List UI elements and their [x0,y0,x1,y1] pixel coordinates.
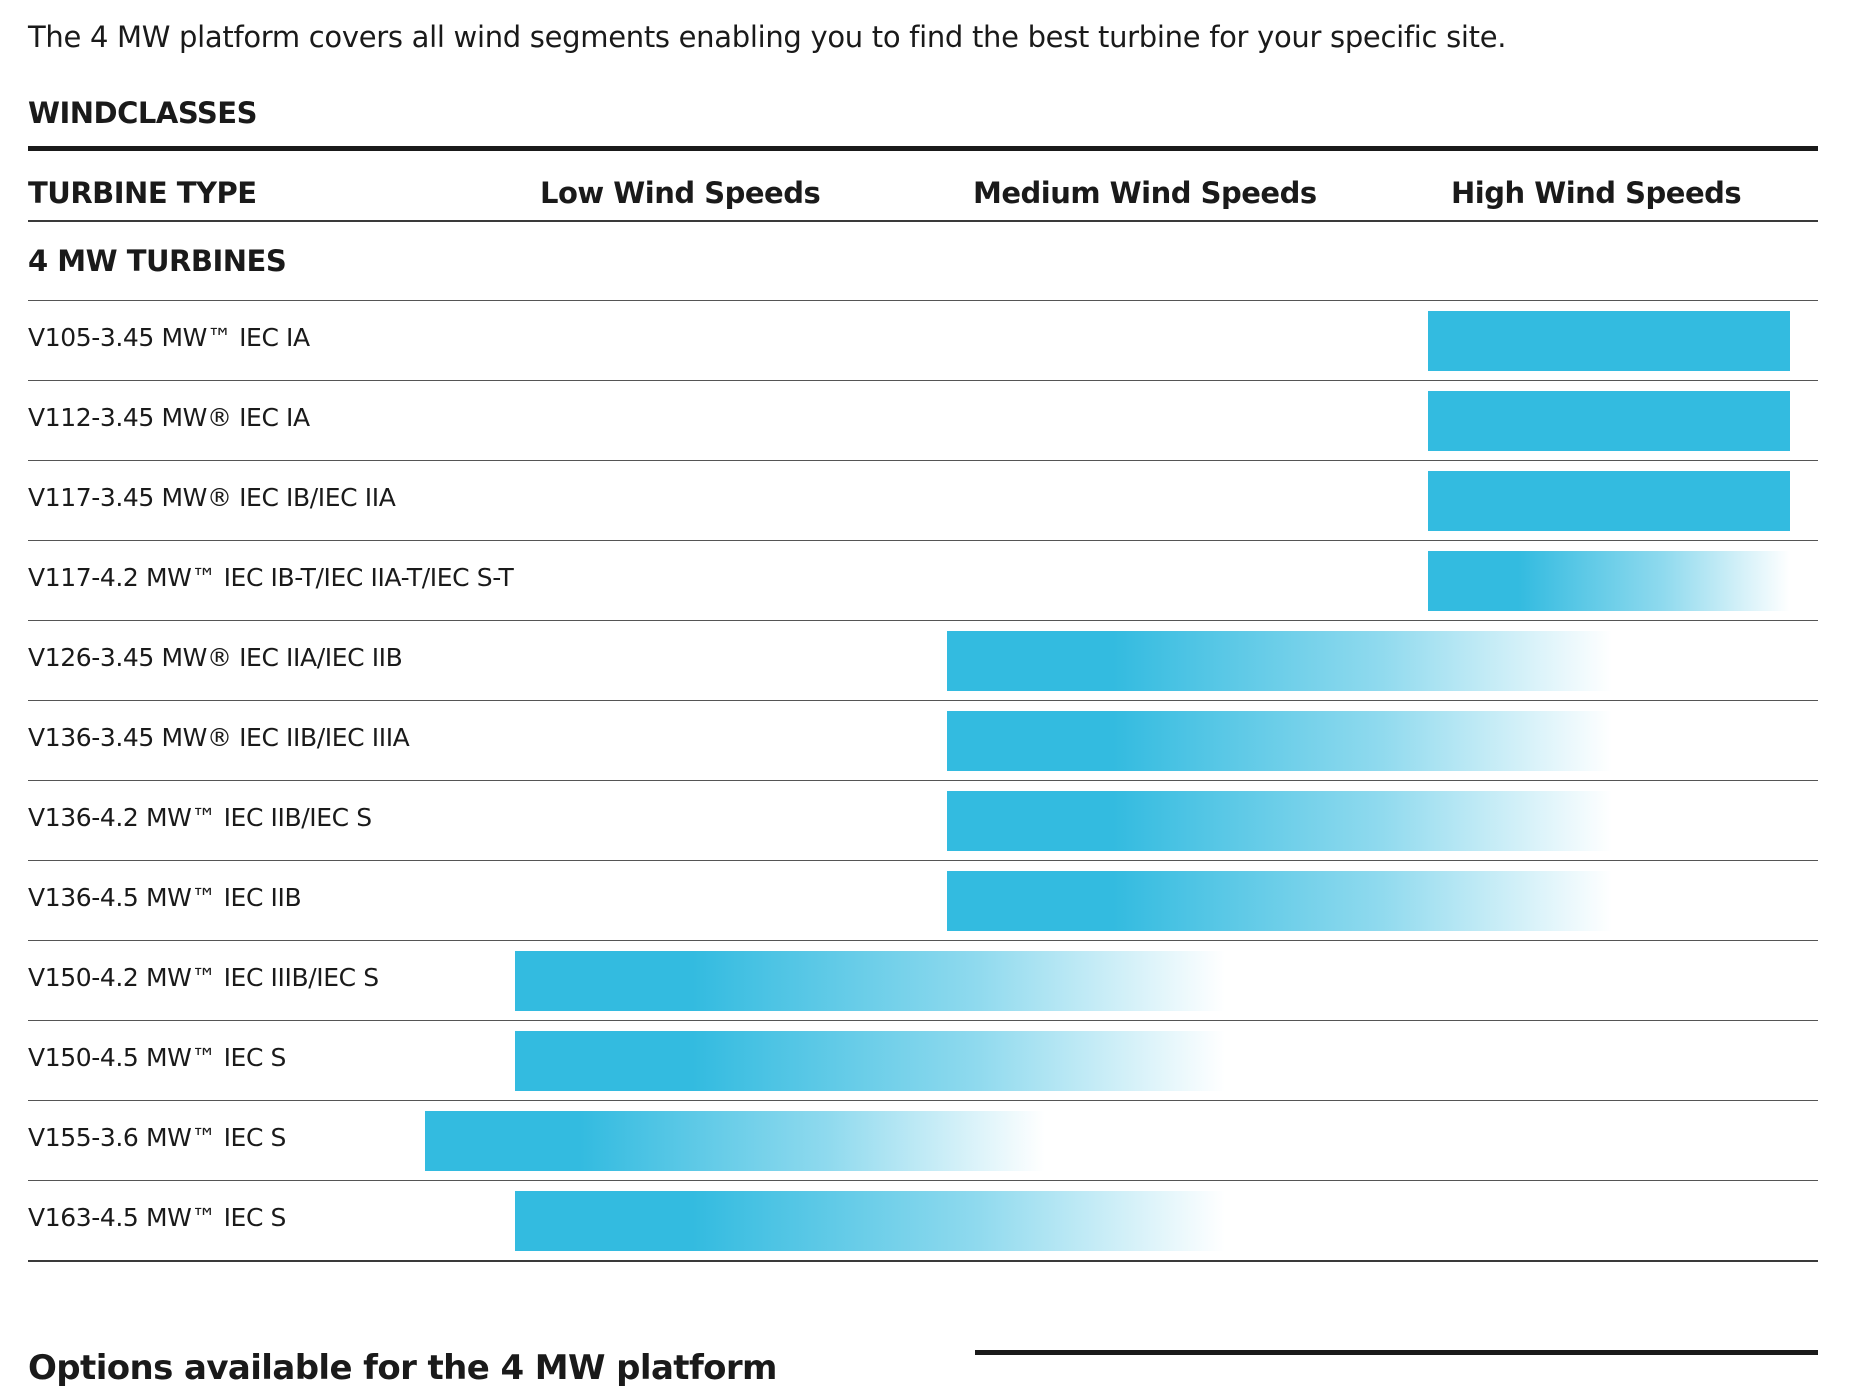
row-divider [28,700,1818,701]
turbine-label: V105-3.45 MW™ IEC IA [28,323,310,352]
wind-class-bar [515,1191,1225,1251]
column-header-medium-wind: Medium Wind Speeds [973,176,1317,210]
intro-text: The 4 MW platform covers all wind segmen… [28,20,1507,54]
header-top-rule [28,146,1818,151]
wind-class-bar [947,871,1612,931]
wind-class-bar [1428,471,1790,531]
turbine-label: V136-3.45 MW® IEC IIB/IEC IIIA [28,723,410,752]
wind-class-bar [947,711,1612,771]
section-title: WINDCLASSES [28,96,258,130]
turbine-label: V155-3.6 MW™ IEC S [28,1123,287,1152]
wind-class-bar [947,631,1612,691]
turbine-label: V117-4.2 MW™ IEC IB-T/IEC IIA-T/IEC S-T [28,563,514,592]
wind-class-bar [1428,551,1790,611]
row-divider [28,1260,1818,1262]
row-divider [28,860,1818,861]
turbine-row: V105-3.45 MW™ IEC IA [28,301,1818,381]
turbine-label: V150-4.5 MW™ IEC S [28,1043,287,1072]
turbine-row: V150-4.5 MW™ IEC S [28,1021,1818,1101]
turbine-label: V136-4.2 MW™ IEC IIB/IEC S [28,803,372,832]
wind-class-bar [1428,311,1790,371]
row-divider [28,620,1818,621]
turbine-label: V126-3.45 MW® IEC IIA/IEC IIB [28,643,403,672]
row-divider [28,1100,1818,1101]
row-divider [28,380,1818,381]
turbine-label: V163-4.5 MW™ IEC S [28,1203,287,1232]
turbine-row: V112-3.45 MW® IEC IA [28,381,1818,461]
turbine-row: V136-3.45 MW® IEC IIB/IEC IIIA [28,701,1818,781]
row-divider [28,540,1818,541]
wind-class-bar [425,1111,1045,1171]
row-divider [28,780,1818,781]
column-header-low-wind: Low Wind Speeds [540,176,821,210]
turbine-label: V136-4.5 MW™ IEC IIB [28,883,302,912]
wind-class-bar [947,791,1612,851]
header-bottom-rule [28,220,1818,222]
turbine-row: V163-4.5 MW™ IEC S [28,1181,1818,1262]
bottom-section-title: Options available for the 4 MW platform [28,1348,777,1388]
turbine-row: V155-3.6 MW™ IEC S [28,1101,1818,1181]
group-rule [28,300,1818,301]
turbine-label: V150-4.2 MW™ IEC IIIB/IEC S [28,963,379,992]
wind-class-bar [515,951,1225,1011]
turbine-row: V117-4.2 MW™ IEC IB-T/IEC IIA-T/IEC S-T [28,541,1818,621]
column-header-turbine-type: TURBINE TYPE [28,176,257,210]
turbine-row: V136-4.2 MW™ IEC IIB/IEC S [28,781,1818,861]
turbine-label: V112-3.45 MW® IEC IA [28,403,310,432]
turbine-row: V136-4.5 MW™ IEC IIB [28,861,1818,941]
row-divider [28,940,1818,941]
right-column-rule [975,1350,1818,1355]
turbine-row: V126-3.45 MW® IEC IIA/IEC IIB [28,621,1818,701]
group-title: 4 MW TURBINES [28,244,287,278]
turbine-row: V117-3.45 MW® IEC IB/IEC IIA [28,461,1818,541]
row-divider [28,460,1818,461]
row-divider [28,1020,1818,1021]
turbine-row: V150-4.2 MW™ IEC IIIB/IEC S [28,941,1818,1021]
wind-class-bar [515,1031,1225,1091]
wind-class-bar [1428,391,1790,451]
row-divider [28,1180,1818,1181]
column-header-high-wind: High Wind Speeds [1451,176,1742,210]
turbine-label: V117-3.45 MW® IEC IB/IEC IIA [28,483,396,512]
